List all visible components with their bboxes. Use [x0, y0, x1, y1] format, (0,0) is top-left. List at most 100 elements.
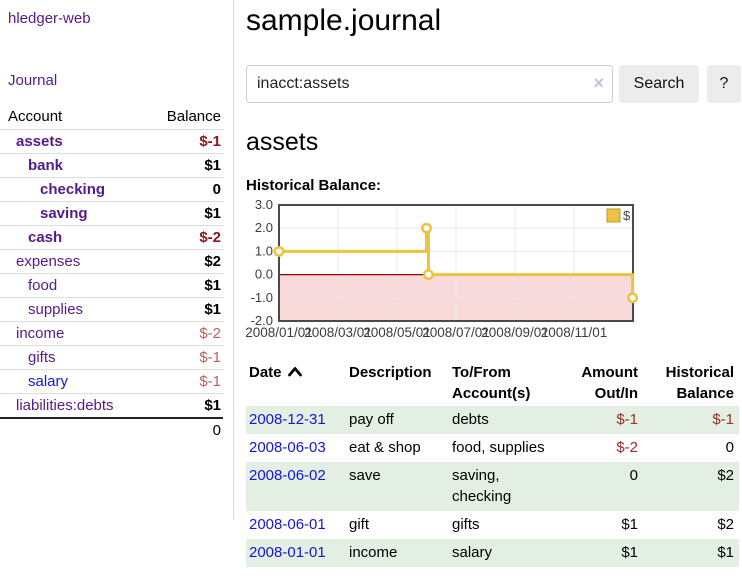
account-link[interactable]: expenses — [16, 253, 81, 270]
account-balance: $1 — [143, 297, 223, 322]
transaction-date-link[interactable]: 2008-01-01 — [249, 544, 326, 561]
x-tick-label: 2008/05/01 — [363, 325, 431, 340]
x-tick-label: 2008/07/01 — [422, 325, 490, 340]
sidebar-divider — [233, 0, 234, 520]
transaction-date-link[interactable]: 2008-06-01 — [249, 516, 326, 533]
register-row: 2008-12-31 pay off debts $-1 $-1 — [246, 406, 739, 434]
account-balance: $-1 — [143, 129, 223, 154]
transaction-balance: $2 — [717, 516, 734, 533]
transaction-description: gift — [349, 516, 370, 533]
account-row: checking 0 — [0, 177, 223, 202]
balance-chart-svg: $3.0 2.0 1.0 0.0 -1.0 -2.02008/01/012008/03/0… — [245, 197, 639, 340]
main-panel: sample.journal × Search ? assets Histori… — [245, 0, 742, 567]
y-tick-label: -1.0 — [251, 290, 273, 305]
accounts-total-row: 0 — [0, 417, 223, 442]
page-title: sample.journal — [246, 4, 442, 37]
account-balance: $1 — [143, 201, 223, 226]
chart-title: Historical Balance: — [246, 177, 382, 194]
register-row: 2008-01-01 income salary $1 $1 — [246, 539, 739, 567]
x-tick-label: 2008/11/01 — [541, 325, 608, 340]
journal-link[interactable]: Journal — [8, 72, 58, 89]
account-link[interactable]: assets — [16, 133, 63, 150]
account-balance: $1 — [143, 153, 223, 178]
account-link[interactable]: saving — [40, 205, 88, 222]
help-button[interactable]: ? — [707, 65, 741, 103]
transaction-description: income — [346, 539, 449, 567]
x-tick-label: 2008/03/01 — [304, 325, 372, 340]
legend-label: $ — [623, 208, 631, 223]
accounts-total-value: 0 — [143, 417, 223, 442]
account-link[interactable]: salary — [28, 373, 69, 390]
register-header-row: Date Description To/From Account(s) Amou… — [246, 360, 739, 406]
account-link[interactable]: supplies — [28, 301, 84, 318]
date-header-label: Date — [249, 364, 282, 381]
account-link[interactable]: food — [28, 277, 58, 294]
y-tick-label: 0.0 — [255, 267, 273, 282]
transaction-date-link[interactable]: 2008-06-02 — [249, 467, 326, 484]
clear-search-icon[interactable]: × — [593, 73, 604, 93]
account-row: salary $-1 — [0, 369, 223, 394]
search-input[interactable] — [246, 65, 613, 103]
data-point-marker[interactable] — [421, 222, 432, 234]
transaction-accounts: gifts — [452, 516, 480, 533]
sort-ascending-icon — [287, 362, 302, 383]
account-row: food $1 — [0, 273, 223, 298]
x-tick-label: 2008/09/01 — [481, 325, 549, 340]
account-link[interactable]: cash — [28, 229, 63, 246]
legend-swatch — [606, 208, 621, 223]
sidebar: hledger-web Journal Account Balance asse… — [0, 0, 230, 442]
register-header-accounts: To/From Account(s) — [452, 364, 531, 402]
y-tick-label: 2.0 — [255, 220, 273, 235]
transaction-date-link[interactable]: 2008-06-03 — [249, 439, 326, 456]
transaction-accounts: debts — [449, 406, 561, 434]
app-title-link[interactable]: hledger-web — [8, 10, 91, 27]
y-tick-label: 1.0 — [255, 243, 273, 258]
transaction-date-link[interactable]: 2008-12-31 — [249, 411, 326, 428]
transaction-balance: $2 — [643, 462, 739, 511]
search-button[interactable]: Search — [619, 65, 699, 103]
historical-balance-chart: $3.0 2.0 1.0 0.0 -1.0 -2.0 2008/01/01 2008/03/0… — [245, 197, 742, 345]
account-row: assets $-1 — [0, 129, 223, 154]
account-row: expenses $2 — [0, 249, 223, 274]
plot-border — [278, 204, 634, 322]
chart-legend: $ — [606, 208, 631, 223]
y-tick-label: -2.0 — [251, 313, 273, 328]
account-balance: 0 — [143, 177, 223, 202]
transaction-amount: $-2 — [616, 439, 638, 456]
data-point-marker[interactable] — [273, 245, 285, 257]
transaction-description: save — [346, 462, 449, 511]
search-bar: × Search ? — [246, 65, 742, 103]
transaction-balance: $-1 — [643, 406, 739, 434]
register-header-amount: Amount Out/In — [581, 364, 638, 402]
register-table: Date Description To/From Account(s) Amou… — [246, 360, 739, 567]
y-tick-label: 3.0 — [255, 197, 273, 212]
register-header-date[interactable]: Date — [246, 360, 346, 406]
accounts-table: Account Balance assets $-1 bank $1 checking 0… — [0, 105, 223, 442]
account-balance: $1 — [143, 393, 223, 418]
register-row: 2008-06-03 eat & shop food, supplies $-2 0 — [246, 434, 739, 462]
account-row: income $-2 — [0, 321, 223, 346]
account-link[interactable]: bank — [28, 157, 64, 174]
account-balance: $1 — [143, 273, 223, 298]
transaction-amount: $1 — [621, 516, 638, 533]
transaction-accounts: food, supplies — [452, 439, 545, 456]
transaction-amount: 0 — [561, 462, 643, 511]
account-balance: $-1 — [143, 345, 223, 370]
account-balance: $2 — [143, 249, 223, 274]
account-row: supplies $1 — [0, 297, 223, 322]
data-point-marker[interactable] — [422, 269, 434, 281]
accounts-total-spacer — [0, 417, 144, 442]
account-link[interactable]: income — [16, 325, 65, 342]
transaction-accounts: saving, checking — [449, 462, 561, 511]
transaction-description: pay off — [346, 406, 449, 434]
transaction-balance: 0 — [725, 439, 734, 456]
register-row: 2008-06-01 gift gifts $1 $2 — [246, 511, 739, 539]
account-link[interactable]: gifts — [28, 349, 56, 366]
account-link[interactable]: liabilities:debts — [16, 397, 114, 414]
accounts-header-balance: Balance — [166, 108, 221, 125]
account-heading: assets — [246, 128, 319, 156]
account-link[interactable]: checking — [40, 181, 106, 198]
data-point-marker[interactable] — [627, 292, 639, 304]
transaction-amount: $1 — [561, 539, 643, 567]
